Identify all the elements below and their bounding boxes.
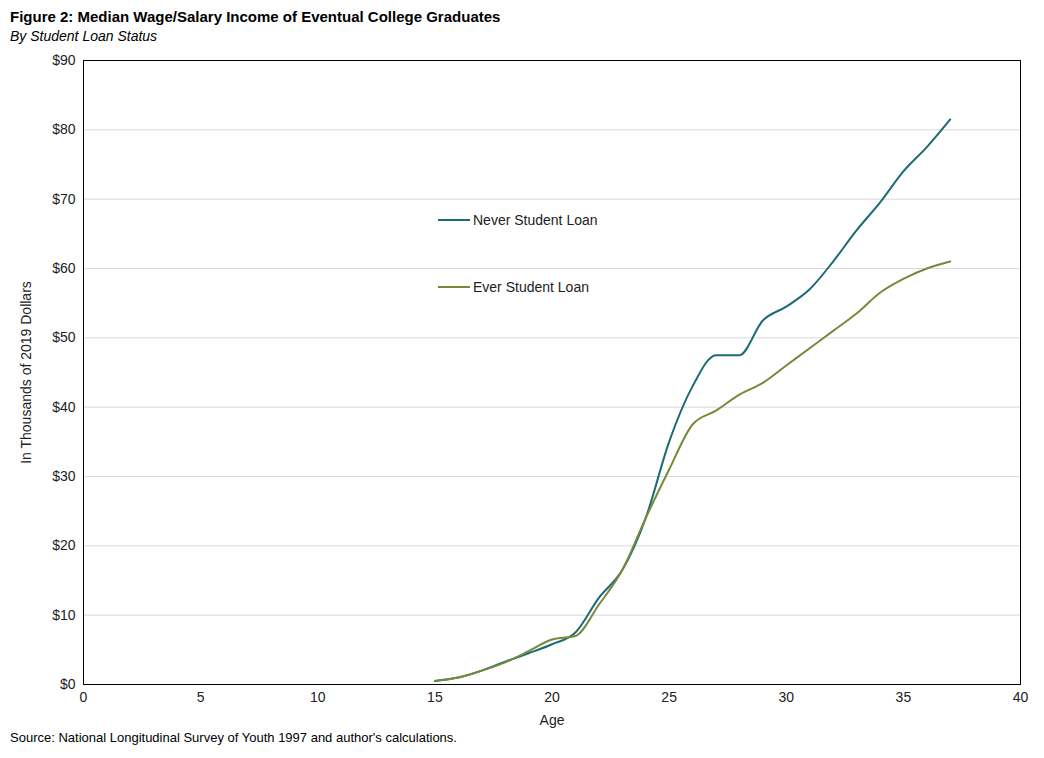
svg-text:20: 20 bbox=[544, 689, 560, 705]
svg-text:10: 10 bbox=[310, 689, 326, 705]
svg-text:5: 5 bbox=[197, 689, 205, 705]
svg-text:$90: $90 bbox=[52, 52, 76, 68]
svg-text:40: 40 bbox=[1013, 689, 1029, 705]
svg-text:$50: $50 bbox=[52, 329, 76, 345]
svg-text:Age: Age bbox=[540, 712, 565, 728]
svg-text:$30: $30 bbox=[52, 468, 76, 484]
svg-text:$0: $0 bbox=[60, 676, 76, 692]
svg-text:35: 35 bbox=[896, 689, 912, 705]
svg-text:0: 0 bbox=[80, 689, 88, 705]
svg-text:25: 25 bbox=[661, 689, 677, 705]
svg-text:$40: $40 bbox=[52, 399, 76, 415]
svg-text:$80: $80 bbox=[52, 121, 76, 137]
svg-text:15: 15 bbox=[427, 689, 443, 705]
svg-text:In Thousands of 2019 Dollars: In Thousands of 2019 Dollars bbox=[18, 281, 34, 464]
html-text:Figure 2: Median Wage/Salary I: Figure 2: Median Wage/Salary Income of E… bbox=[10, 8, 501, 25]
html-text:Source: National Longitudinal: Source: National Longitudinal Survey of … bbox=[10, 730, 457, 745]
svg-text:30: 30 bbox=[778, 689, 794, 705]
html-text:Ever Student Loan: Ever Student Loan bbox=[473, 279, 589, 295]
html-text:Never Student Loan: Never Student Loan bbox=[473, 212, 598, 228]
svg-text:$10: $10 bbox=[52, 607, 76, 623]
svg-text:$20: $20 bbox=[52, 537, 76, 553]
html-text:By Student Loan Status: By Student Loan Status bbox=[10, 28, 158, 44]
svg-text:$60: $60 bbox=[52, 260, 76, 276]
svg-text:$70: $70 bbox=[52, 191, 76, 207]
